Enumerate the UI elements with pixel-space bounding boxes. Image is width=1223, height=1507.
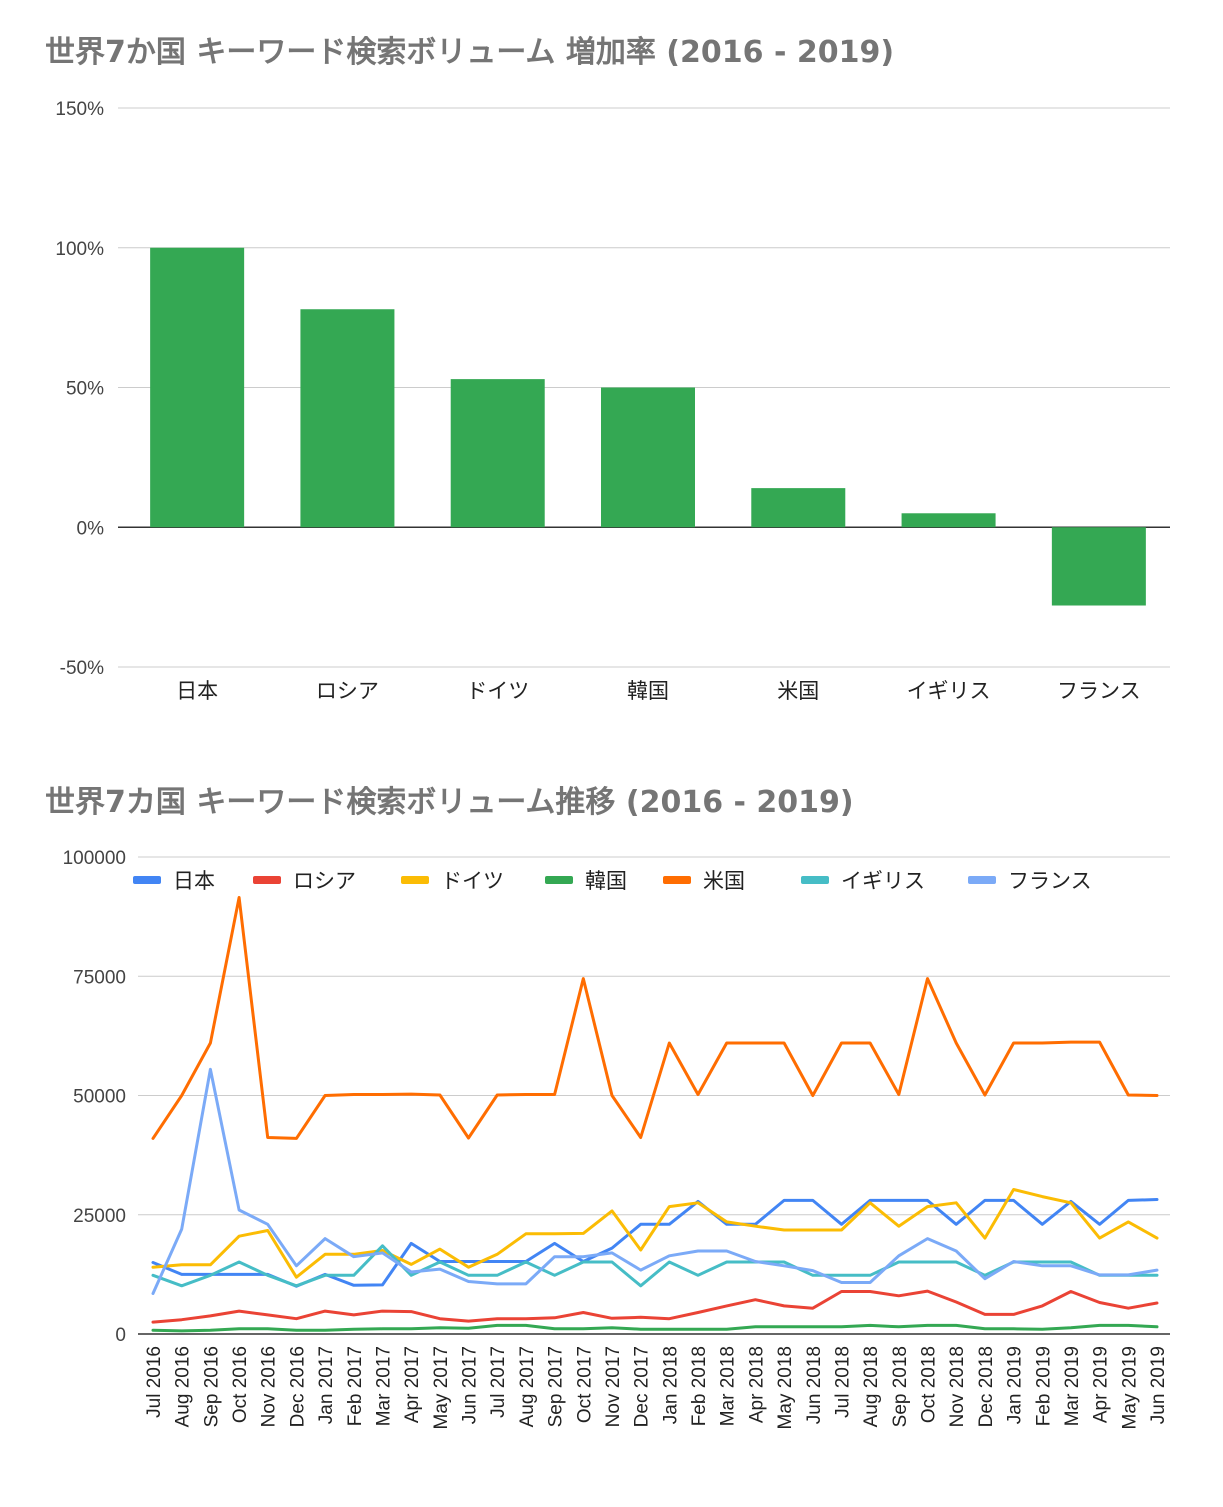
x-tick-label: Dec 2016 xyxy=(287,1346,308,1427)
legend-swatch-6 xyxy=(968,876,996,884)
bar-6 xyxy=(1051,527,1146,606)
x-tick-label: Oct 2016 xyxy=(230,1346,251,1423)
x-tick-label: Aug 2016 xyxy=(173,1346,194,1427)
search-volume-line-chart: 世界7カ国 キーワード検索ボリューム推移 (2016 - 2019) 10000… xyxy=(45,785,1170,1429)
legend-label-3: 韓国 xyxy=(585,869,627,893)
legend-swatch-3 xyxy=(545,876,573,884)
x-tick-label: Sep 2016 xyxy=(201,1346,222,1427)
x-tick-label: Sep 2017 xyxy=(546,1346,567,1427)
x-tick-label: Mar 2018 xyxy=(718,1346,739,1426)
x-tick-label: Feb 2018 xyxy=(689,1346,710,1426)
bar-category-label: 米国 xyxy=(777,679,819,703)
x-tick-label: Jul 2018 xyxy=(832,1346,853,1418)
line-y-tick-label: 25000 xyxy=(73,1206,126,1227)
legend-swatch-5 xyxy=(801,876,829,884)
x-tick-label: Dec 2017 xyxy=(632,1346,653,1427)
x-tick-label: Jul 2017 xyxy=(488,1346,509,1418)
legend-label-5: イギリス xyxy=(841,869,925,893)
x-tick-label: Oct 2018 xyxy=(919,1346,940,1423)
legend-label-1: ロシア xyxy=(293,869,356,893)
bar-y-tick-label: 50% xyxy=(66,379,104,400)
x-tick-label: Oct 2017 xyxy=(574,1346,595,1423)
line-chart-series xyxy=(151,896,1159,1333)
x-tick-label: Jan 2019 xyxy=(1005,1346,1026,1424)
line-chart-y-ticks: 100000 75000 50000 25000 0 xyxy=(63,848,126,1346)
bar-chart-title: 世界7か国 キーワード検索ボリューム 増加率 (2016 - 2019) xyxy=(45,35,894,70)
x-tick-label: May 2019 xyxy=(1119,1346,1140,1429)
x-tick-label: Aug 2017 xyxy=(517,1346,538,1427)
legend-label-6: フランス xyxy=(1008,869,1092,893)
x-tick-label: Nov 2016 xyxy=(259,1346,280,1427)
x-tick-label: Dec 2018 xyxy=(976,1346,997,1427)
bar-category-label: ドイツ xyxy=(466,679,529,703)
bar-y-tick-label: 100% xyxy=(55,239,104,260)
x-tick-label: Jun 2019 xyxy=(1148,1346,1169,1424)
bar-1 xyxy=(300,309,395,528)
bar-2 xyxy=(450,379,545,528)
x-tick-label: Apr 2017 xyxy=(402,1346,423,1423)
legend-swatch-0 xyxy=(133,876,161,884)
bar-category-label: 日本 xyxy=(176,679,218,703)
bar-5 xyxy=(901,513,996,528)
x-tick-label: Jun 2017 xyxy=(460,1346,481,1424)
legend-label-0: 日本 xyxy=(173,869,215,893)
line-chart-legend: 日本 ロシア ドイツ 韓国 米国 イギリス フランス xyxy=(133,869,1092,893)
x-tick-label: Jan 2018 xyxy=(660,1346,681,1424)
series-line-5 xyxy=(151,1244,1159,1288)
bar-chart-y-ticks: 150% 100% 50% 0% -50% xyxy=(55,99,104,679)
x-tick-label: Apr 2019 xyxy=(1091,1346,1112,1423)
bar-y-tick-label: -50% xyxy=(60,658,104,679)
bar-y-tick-label: 0% xyxy=(77,518,105,539)
legend-swatch-4 xyxy=(663,876,691,884)
series-line-4 xyxy=(151,896,1159,1140)
x-tick-label: May 2018 xyxy=(775,1346,796,1429)
legend-swatch-2 xyxy=(401,876,429,884)
x-tick-label: Aug 2018 xyxy=(861,1346,882,1427)
x-tick-label: Nov 2018 xyxy=(947,1346,968,1427)
bar-category-label: 韓国 xyxy=(627,679,669,703)
bar-chart-bars xyxy=(150,247,1146,606)
legend-label-4: 米国 xyxy=(703,869,745,893)
line-y-tick-label: 50000 xyxy=(73,1087,126,1108)
line-chart-x-labels: Jul 2016 Aug 2016 Sep 2016 Oct 2016 Nov 2016… xyxy=(144,1346,1169,1429)
x-tick-label: Mar 2019 xyxy=(1062,1346,1083,1426)
x-tick-label: Apr 2018 xyxy=(746,1346,767,1423)
x-tick-label: Feb 2017 xyxy=(345,1346,366,1426)
x-tick-label: Jan 2017 xyxy=(316,1346,337,1424)
series-line-2 xyxy=(151,1188,1159,1279)
series-line-1 xyxy=(151,1289,1159,1324)
series-line-6 xyxy=(151,1067,1159,1295)
bar-chart-category-labels: 日本 ロシア ドイツ 韓国 米国 イギリス フランス xyxy=(176,679,1141,703)
line-y-tick-label: 75000 xyxy=(73,967,126,988)
bar-category-label: フランス xyxy=(1057,679,1141,703)
bar-category-label: イギリス xyxy=(907,679,991,703)
x-tick-label: Feb 2019 xyxy=(1033,1346,1054,1426)
line-y-tick-label: 100000 xyxy=(63,848,126,869)
legend-swatch-1 xyxy=(253,876,281,884)
bar-category-label: ロシア xyxy=(316,679,379,703)
bar-0 xyxy=(150,247,245,528)
bar-4 xyxy=(751,488,846,528)
bar-y-tick-label: 150% xyxy=(55,99,104,120)
x-tick-label: Sep 2018 xyxy=(890,1346,911,1427)
line-y-tick-label: 0 xyxy=(115,1325,126,1346)
x-tick-label: Mar 2017 xyxy=(373,1346,394,1426)
growth-rate-bar-chart: 世界7か国 キーワード検索ボリューム 増加率 (2016 - 2019) 150… xyxy=(45,35,1170,703)
x-tick-label: Jul 2016 xyxy=(144,1346,165,1418)
bar-3 xyxy=(601,387,695,528)
series-line-3 xyxy=(151,1323,1159,1333)
x-tick-label: May 2017 xyxy=(431,1346,452,1429)
line-chart-title: 世界7カ国 キーワード検索ボリューム推移 (2016 - 2019) xyxy=(45,785,854,820)
x-tick-label: Nov 2017 xyxy=(603,1346,624,1427)
x-tick-label: Jun 2018 xyxy=(804,1346,825,1424)
legend-label-2: ドイツ xyxy=(441,869,504,893)
